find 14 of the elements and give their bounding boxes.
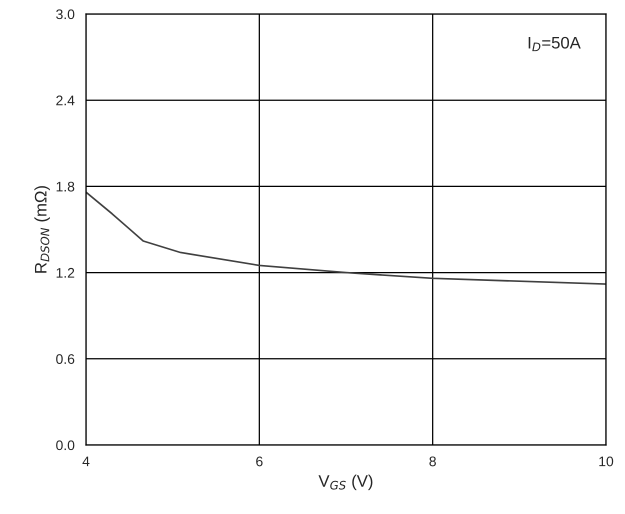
line-series [86, 191, 606, 285]
annotation: I$_{D}$=50A [528, 36, 581, 52]
y-tick-label: 1.8 [56, 182, 74, 192]
y-tick-label: 0.0 [56, 440, 74, 450]
y-tick-label: 1.2 [56, 268, 74, 278]
y-tick-label: 2.4 [56, 96, 74, 106]
y-tick-label: 0.6 [56, 354, 74, 364]
x-axis-title: V$_{GS}$ (V) [318, 474, 372, 490]
x-tick-label: 8 [429, 456, 436, 466]
x-tick-label: 10 [599, 456, 614, 466]
y-axis-title: R$_{DSON}$ (mΩ) [34, 186, 50, 273]
x-tick-label: 6 [256, 456, 263, 466]
y-tick-label: 3.0 [56, 9, 74, 20]
x-tick-label: 4 [82, 456, 90, 466]
